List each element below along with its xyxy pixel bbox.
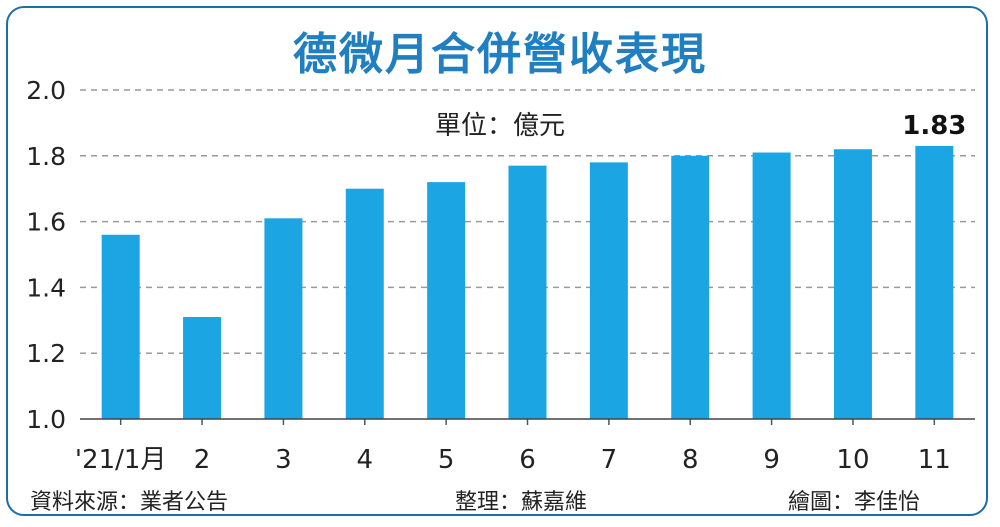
chart-frame — [6, 6, 988, 516]
x-tick-label: 6 — [519, 445, 536, 475]
bar — [671, 155, 710, 420]
source-note: 資料來源：業者公告 — [30, 490, 229, 515]
y-tick-label: 1.2 — [26, 339, 66, 368]
y-axis-ticks: 1.0 1.2 1.4 1.6 1.8 2.0 — [26, 76, 66, 434]
y-tick-label: 1.4 — [26, 273, 66, 302]
bar — [345, 188, 384, 419]
x-tick-label: 10 — [836, 445, 869, 475]
bars — [101, 145, 954, 420]
x-tick-label: 2 — [194, 445, 211, 475]
y-tick-label: 2.0 — [26, 76, 66, 105]
y-tick-label: 1.6 — [26, 208, 66, 237]
bar — [752, 152, 791, 419]
highlight-value-label: 1.83 — [902, 111, 966, 141]
x-tick-label: 7 — [601, 445, 618, 475]
editor-note: 整理：蘇嘉維 — [455, 490, 588, 515]
x-axis-ticks: '21/1月 2 3 4 5 6 7 8 9 10 11 — [75, 419, 951, 475]
bar — [264, 218, 303, 419]
bar — [427, 182, 466, 419]
y-tick-label: 1.0 — [26, 405, 66, 434]
x-tick-label: 9 — [763, 445, 780, 475]
illustrator-note: 繪圖：李佳怡 — [788, 490, 921, 515]
x-tick-label: 4 — [356, 445, 373, 475]
bar — [101, 234, 140, 419]
y-tick-label: 1.8 — [26, 142, 66, 171]
bar — [589, 162, 628, 419]
x-tick-label: '21/1月 — [75, 445, 167, 475]
x-tick-label: 8 — [682, 445, 699, 475]
chart-title: 德微月合併營收表現 — [293, 29, 707, 80]
bar — [183, 317, 222, 419]
bar — [915, 145, 954, 419]
x-tick-label: 11 — [918, 445, 951, 475]
unit-label: 單位：億元 — [435, 111, 565, 141]
x-tick-label: 5 — [438, 445, 455, 475]
bar — [833, 149, 872, 419]
x-tick-label: 3 — [275, 445, 292, 475]
bar — [508, 165, 547, 419]
